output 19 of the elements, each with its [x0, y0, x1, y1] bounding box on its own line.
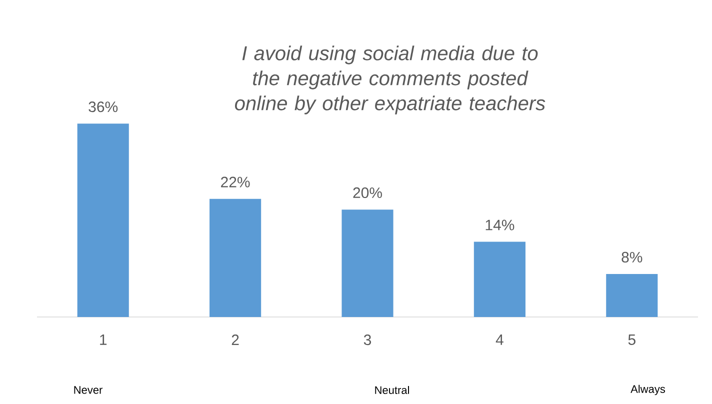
- data-label: 20%: [353, 187, 382, 198]
- x-tick-label: 4: [496, 334, 504, 345]
- bar: [342, 210, 394, 317]
- data-label: 14%: [486, 220, 514, 230]
- text: Never: [74, 386, 102, 394]
- chart-title: I avoid using social media due to the negative comments posted online by other expatriate teachers: [235, 46, 546, 114]
- bar: [210, 198, 262, 317]
- x-tick-label: 2: [232, 334, 239, 345]
- text: Always: [630, 384, 666, 396]
- x-tick-label: 5: [628, 334, 636, 345]
- text: Neutral: [375, 386, 409, 394]
- data-label: 36%: [88, 102, 118, 112]
- bar: [77, 124, 129, 317]
- x-tick-label: 1: [100, 334, 107, 345]
- data-label: 8%: [622, 252, 642, 262]
- bar: [606, 274, 658, 317]
- x-tick-label: 3: [364, 334, 372, 346]
- data-label: 22%: [221, 176, 250, 188]
- bar: [474, 242, 526, 317]
